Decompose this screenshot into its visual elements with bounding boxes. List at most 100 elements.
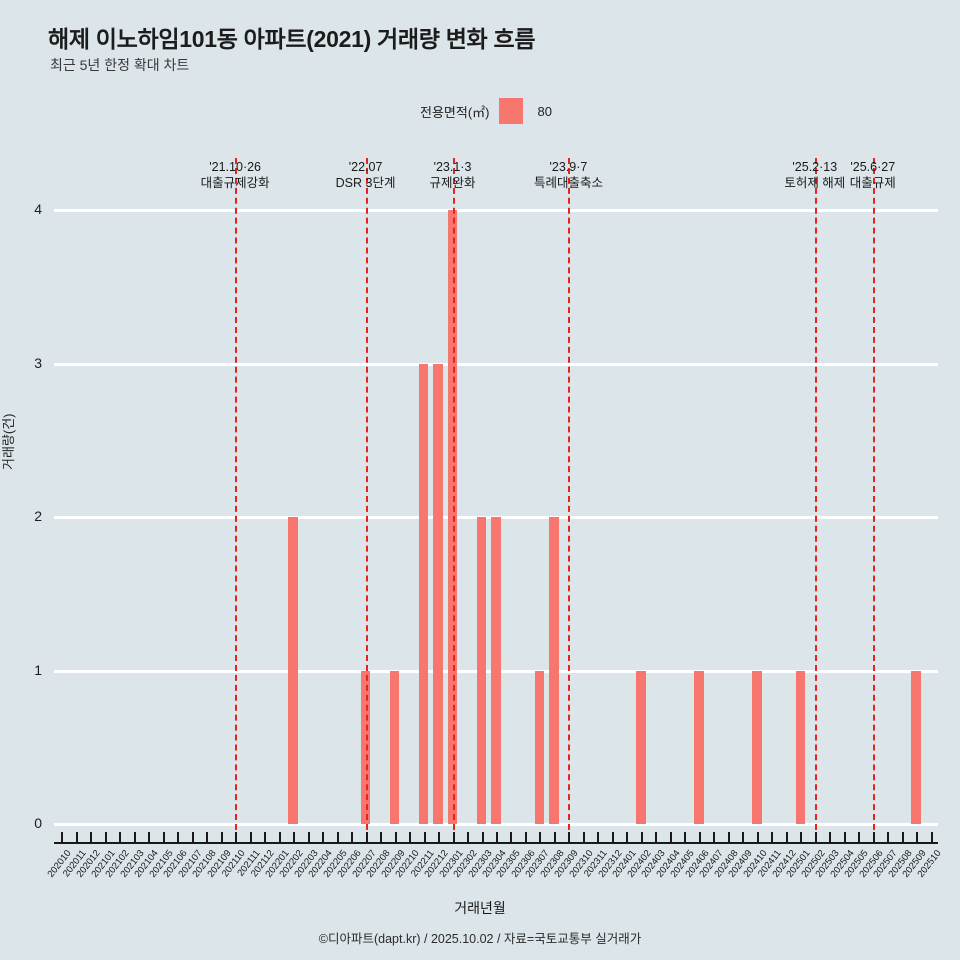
x-axis-tick <box>698 832 701 844</box>
y-axis-title: 거래량(건) <box>1 413 16 471</box>
x-axis-tick <box>177 832 180 844</box>
y-axis-tick-label: 2 <box>34 508 42 524</box>
page-title: 해제 이노하임101동 아파트(2021) 거래량 변화 흐름 <box>48 26 536 52</box>
x-axis-tick <box>611 832 614 844</box>
bar[interactable] <box>418 363 429 824</box>
annotation-date: '22.07 <box>348 160 383 174</box>
bar[interactable] <box>636 670 646 824</box>
gridline <box>54 362 938 366</box>
bar[interactable] <box>549 517 559 824</box>
bar[interactable] <box>288 517 298 824</box>
annotation-line <box>365 158 368 830</box>
x-axis-tick <box>553 832 556 844</box>
x-axis-tick <box>727 832 730 844</box>
x-axis-tick <box>452 832 455 844</box>
annotation-date: '23.1·3 <box>433 160 472 174</box>
annotation-label: '23.1·3 규제완화 <box>430 160 476 192</box>
x-axis-tick <box>162 832 165 844</box>
x-axis-tick <box>322 832 325 844</box>
x-axis-tick <box>655 832 658 844</box>
annotation-name: 대출규제강화 <box>200 176 270 190</box>
x-axis-tick <box>133 832 136 844</box>
x-axis-tick <box>524 832 527 844</box>
annotation-label: '21.10·26 대출규제강화 <box>201 160 270 192</box>
x-axis-tick <box>235 832 238 844</box>
bar[interactable] <box>911 670 922 824</box>
x-axis-tick <box>220 832 223 844</box>
annotation-label: '25.6·27 대출규제 <box>850 160 896 192</box>
y-axis-tick-labels: 0 1 2 3 4 <box>0 201 54 831</box>
y-axis-tick-label: 3 <box>34 354 42 371</box>
x-axis-tick <box>640 832 643 844</box>
annotation-line <box>452 158 455 830</box>
bar[interactable] <box>694 670 704 824</box>
x-axis-tick <box>409 832 412 844</box>
x-axis-tick <box>785 832 788 844</box>
x-axis-tick <box>61 832 64 844</box>
x-axis-tick <box>800 832 803 844</box>
x-axis-tick <box>597 832 600 844</box>
x-axis-tick <box>669 832 672 844</box>
x-axis-tick <box>278 832 281 844</box>
x-axis-tick <box>872 832 875 844</box>
x-axis-tick <box>858 832 861 844</box>
x-axis-tick <box>756 832 759 844</box>
x-axis-tick <box>481 832 484 844</box>
legend-title: 전용면적(㎡) <box>420 104 490 120</box>
x-axis-tick <box>582 832 585 844</box>
annotation-line <box>814 158 817 830</box>
x-axis-tick <box>684 832 687 844</box>
y-axis-tick-label: 0 <box>34 815 42 831</box>
x-axis-tick <box>467 832 470 844</box>
bar[interactable] <box>491 517 501 824</box>
bar[interactable] <box>433 363 443 824</box>
bar[interactable] <box>476 517 487 824</box>
annotation-name: 특례대출축소 <box>533 176 603 190</box>
bar[interactable] <box>534 670 545 824</box>
annotation-name: 토허제 해제 <box>784 176 846 190</box>
annotation-line <box>872 158 875 830</box>
annotation-date: '25.6·27 <box>850 160 896 174</box>
x-axis-tick <box>438 832 441 844</box>
x-axis-tick <box>249 832 252 844</box>
bar[interactable] <box>389 670 400 824</box>
x-axis-tick <box>829 832 832 844</box>
x-axis-tick <box>539 832 542 844</box>
x-axis-tick <box>742 832 745 844</box>
footer-credit: ©디아파트(dapt.kr) / 2025.10.02 / 자료=국토교통부 실… <box>318 932 642 946</box>
x-axis-tick <box>568 832 571 844</box>
x-axis-tick <box>901 832 904 844</box>
x-axis-tick <box>394 832 397 844</box>
x-axis-tick <box>510 832 513 844</box>
x-axis-tick <box>496 832 498 844</box>
x-axis-tick <box>336 832 339 844</box>
legend-series-label: 80 <box>537 103 552 119</box>
annotation-line <box>568 158 571 830</box>
annotation-date: '21.10·26 <box>209 160 262 174</box>
bar[interactable] <box>795 670 806 824</box>
x-axis-tick <box>930 832 933 844</box>
annotation-line <box>235 158 238 830</box>
x-axis-tick <box>887 832 890 844</box>
gridline <box>54 209 938 212</box>
x-axis-tick <box>365 832 368 844</box>
annotation-name: 규제완화 <box>429 176 476 190</box>
x-axis-tick <box>771 832 774 844</box>
x-axis-title: 거래년월 <box>454 900 506 916</box>
x-axis-tick <box>119 832 122 844</box>
annotation-label: '22.07 DSR 3단계 <box>336 160 396 192</box>
plot-area <box>54 209 938 826</box>
bar[interactable] <box>752 670 762 824</box>
x-axis-tick <box>75 832 78 844</box>
x-axis-tick <box>713 832 716 844</box>
x-axis-tick <box>351 832 354 844</box>
chart-legend: 전용면적(㎡) 80 <box>420 98 552 124</box>
x-axis-tick <box>423 832 426 844</box>
x-axis-tick <box>191 832 194 844</box>
x-axis-tick <box>293 832 296 844</box>
x-axis-tick <box>626 832 629 844</box>
y-axis-tick-label: 1 <box>34 661 42 678</box>
page-subtitle: 최근 5년 한정 확대 차트 <box>50 57 190 73</box>
x-axis-tick <box>148 832 151 844</box>
